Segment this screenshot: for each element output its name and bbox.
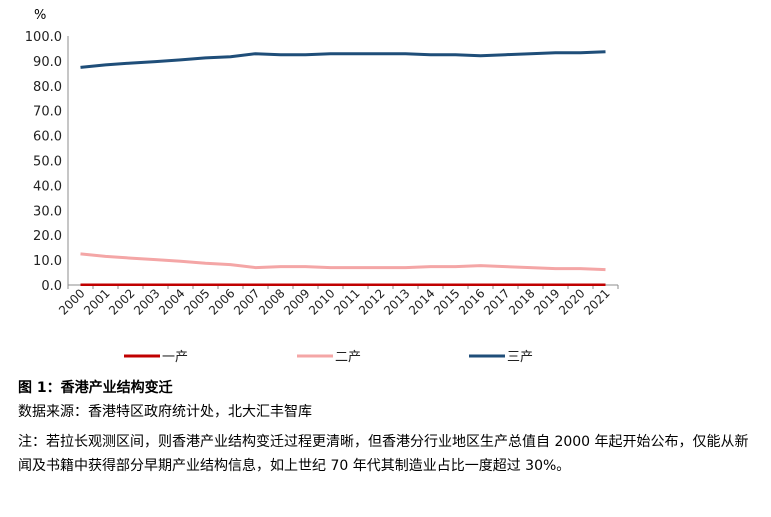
y-tick-label: 10.0 (33, 254, 62, 269)
legend-label: 二产 (335, 350, 361, 365)
series-line-2 (80, 252, 606, 272)
x-tick-label: 2013 (381, 286, 412, 317)
x-tick-label: 2002 (106, 286, 137, 317)
x-tick-label: 2015 (431, 286, 462, 317)
figure-source: 数据来源：香港特区政府统计处，北大汇丰智库 (18, 404, 312, 420)
x-tick-label: 2012 (356, 286, 387, 317)
y-tick-label: 60.0 (33, 130, 62, 145)
y-axis-ticks: 0.0 10.0 20.0 30.0 40.0 50.0 60.0 70.0 80.0 90.0 1… (25, 30, 62, 294)
x-tick-label: 2004 (156, 286, 187, 317)
x-tick-label: 2010 (306, 286, 337, 317)
y-tick-label: 0.0 (41, 279, 62, 294)
line-chart: % 0.0 10.0 20.0 30.0 40.0 50.0 60.0 70.0 80.0 90.… (25, 8, 619, 365)
x-tick-label: 2014 (406, 286, 437, 317)
x-tick-label: 2003 (131, 286, 162, 317)
x-tick-label: 2007 (231, 286, 262, 317)
y-tick-label: 80.0 (33, 80, 62, 95)
x-tick-label: 2011 (331, 286, 362, 317)
x-tick-label: 2008 (256, 286, 287, 317)
series-line-3 (80, 50, 606, 69)
x-tick-label: 2009 (281, 286, 312, 317)
x-tick-label: 2019 (531, 286, 562, 317)
y-tick-label: 30.0 (33, 204, 62, 219)
x-tick-label: 2020 (556, 286, 587, 317)
x-tick-label: 2018 (506, 286, 537, 317)
x-tick-label: 2021 (581, 286, 612, 317)
x-tick-label: 2006 (206, 286, 237, 317)
y-axis-unit-label: % (34, 8, 46, 23)
legend-label: 一产 (162, 350, 188, 365)
x-tick-label: 2017 (481, 286, 512, 317)
figure-title: 图 1：香港产业结构变迁 (18, 380, 173, 396)
x-tick-label: 2005 (181, 286, 212, 317)
legend-label: 三产 (507, 350, 533, 365)
y-tick-label: 20.0 (33, 229, 62, 244)
y-tick-label: 40.0 (33, 179, 62, 194)
y-tick-label: 70.0 (33, 105, 62, 120)
series-lines (80, 50, 606, 287)
axes (67, 36, 618, 286)
x-axis-ticks: 2000200120022003200420052006200720082009… (56, 285, 619, 318)
x-tick-label: 2016 (456, 286, 487, 317)
legend: 一产 二产 三产 (124, 350, 533, 365)
y-tick-label: 50.0 (33, 155, 62, 170)
figure-note: 注：若拉长观测区间，则香港产业结构变迁过程更清晰，但香港分行业地区生产总值自 2… (18, 434, 749, 474)
x-tick-label: 2001 (81, 286, 112, 317)
y-tick-label: 100.0 (25, 30, 62, 45)
y-tick-label: 90.0 (33, 55, 62, 70)
